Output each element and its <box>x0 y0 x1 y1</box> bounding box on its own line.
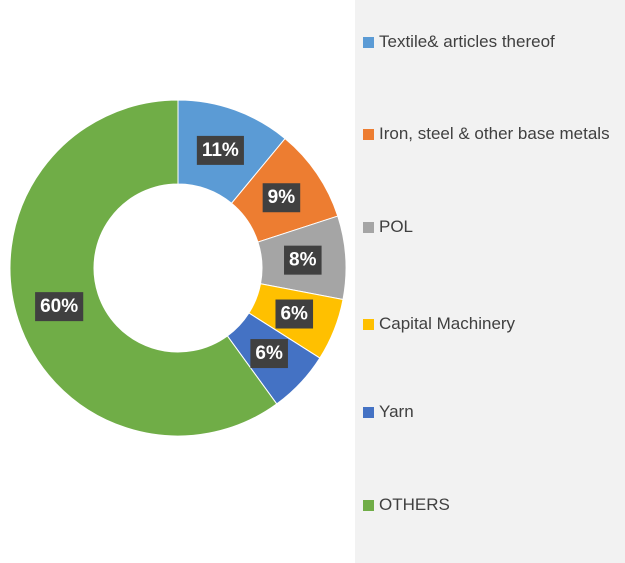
legend-label: Iron, steel & other base metals <box>379 124 610 143</box>
legend-entry: Textile& articles thereof <box>363 30 625 54</box>
legend-label: POL <box>379 217 414 236</box>
legend-swatch <box>363 500 374 511</box>
legend-entry: OTHERS <box>363 493 625 517</box>
label-box <box>196 135 244 165</box>
legend-label: Yarn <box>379 402 414 421</box>
data-label: 60% <box>35 292 84 322</box>
legend-swatch <box>363 407 374 418</box>
label-box <box>284 245 322 275</box>
legend-swatch <box>363 37 374 48</box>
label-text: 6% <box>255 343 283 364</box>
label-text: 9% <box>268 187 296 208</box>
legend-entry: POL <box>363 215 625 239</box>
data-label: 6% <box>250 339 288 369</box>
legend-swatch <box>363 129 374 140</box>
data-label: 8% <box>284 245 322 275</box>
legend-label: Textile& articles thereof <box>379 32 555 51</box>
label-box <box>250 339 288 369</box>
label-box <box>35 292 84 322</box>
label-text: 8% <box>289 250 317 271</box>
data-label: 9% <box>262 183 301 213</box>
legend-swatch <box>363 222 374 233</box>
chart: 11% 9% 8% 6% 6% 60% <box>9 99 347 437</box>
label-text: 60% <box>40 296 78 317</box>
slice <box>9 99 278 437</box>
legend-label: OTHERS <box>379 495 450 514</box>
label-text: 6% <box>280 304 308 325</box>
data-label: 11% <box>196 135 244 165</box>
legend-entry: Yarn <box>363 400 625 424</box>
legend-swatch <box>363 319 374 330</box>
label-box <box>275 299 314 329</box>
legend: Textile& articles thereof Iron, steel & o… <box>355 0 625 563</box>
legend-label: Capital Machinery <box>379 314 516 333</box>
legend-entry: Capital Machinery <box>363 312 625 336</box>
data-label: 6% <box>275 299 314 329</box>
label-text: 11% <box>202 140 239 161</box>
label-box <box>262 183 301 213</box>
legend-entry: Iron, steel & other base metals <box>363 122 625 146</box>
